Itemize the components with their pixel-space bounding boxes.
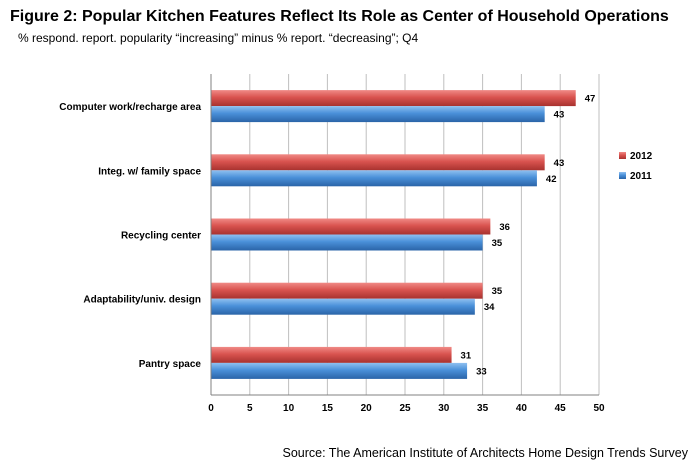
x-tick-label: 25 bbox=[399, 403, 411, 414]
x-tick-label: 20 bbox=[361, 403, 373, 414]
bar-2011 bbox=[211, 106, 545, 123]
bar-2012 bbox=[211, 90, 576, 107]
category-label: Computer work/recharge area bbox=[59, 102, 201, 113]
legend-swatch-2012 bbox=[619, 152, 626, 159]
x-tick-label: 5 bbox=[247, 403, 253, 414]
value-label: 36 bbox=[499, 222, 510, 233]
bar-2011 bbox=[211, 234, 483, 251]
bar-2012 bbox=[211, 282, 483, 299]
legend-label: 2011 bbox=[630, 171, 652, 182]
axes bbox=[210, 74, 599, 396]
category-label: Recycling center bbox=[121, 231, 201, 242]
x-tick-label: 50 bbox=[593, 403, 605, 414]
value-label: 35 bbox=[492, 286, 503, 297]
category-label: Adaptability/univ. design bbox=[83, 295, 201, 306]
bar-2011 bbox=[211, 362, 468, 379]
chart-subtitle: % respond. report. popularity “increasin… bbox=[18, 31, 419, 45]
category-label: Integ. w/ family space bbox=[98, 166, 201, 177]
x-tick-label: 35 bbox=[477, 403, 489, 414]
value-label: 43 bbox=[554, 158, 565, 169]
bar-2012 bbox=[211, 346, 452, 363]
x-tick-label: 15 bbox=[322, 403, 334, 414]
bar-2012 bbox=[211, 154, 545, 171]
legend-swatch-2011 bbox=[619, 172, 626, 179]
bars bbox=[211, 90, 576, 379]
value-label: 42 bbox=[546, 174, 557, 185]
labels: 0 5 10 15 20 25 30 35 40 45 50 Computer work/rechar… bbox=[59, 94, 605, 414]
x-tick-label: 40 bbox=[516, 403, 528, 414]
source-note: Source: The American Institute of Archit… bbox=[282, 446, 688, 460]
gridlines bbox=[210, 74, 600, 395]
value-label: 33 bbox=[476, 366, 487, 377]
value-label: 35 bbox=[492, 238, 503, 249]
value-label: 34 bbox=[484, 302, 495, 313]
legend-label: 2012 bbox=[630, 151, 653, 162]
chart-title: Figure 2: Popular Kitchen Features Refle… bbox=[10, 8, 669, 25]
x-tick-label: 30 bbox=[438, 403, 450, 414]
legend: 2012 2011 bbox=[619, 151, 653, 182]
value-label: 31 bbox=[461, 350, 472, 361]
x-tick-label: 10 bbox=[283, 403, 295, 414]
x-tick-label: 45 bbox=[555, 403, 567, 414]
category-label: Pantry space bbox=[139, 359, 202, 370]
bar-2011 bbox=[211, 170, 537, 187]
x-tick-label: 0 bbox=[208, 403, 214, 414]
bar-2011 bbox=[211, 298, 475, 315]
value-label: 43 bbox=[554, 110, 565, 121]
bar-2012 bbox=[211, 218, 491, 235]
value-label: 47 bbox=[585, 94, 596, 105]
